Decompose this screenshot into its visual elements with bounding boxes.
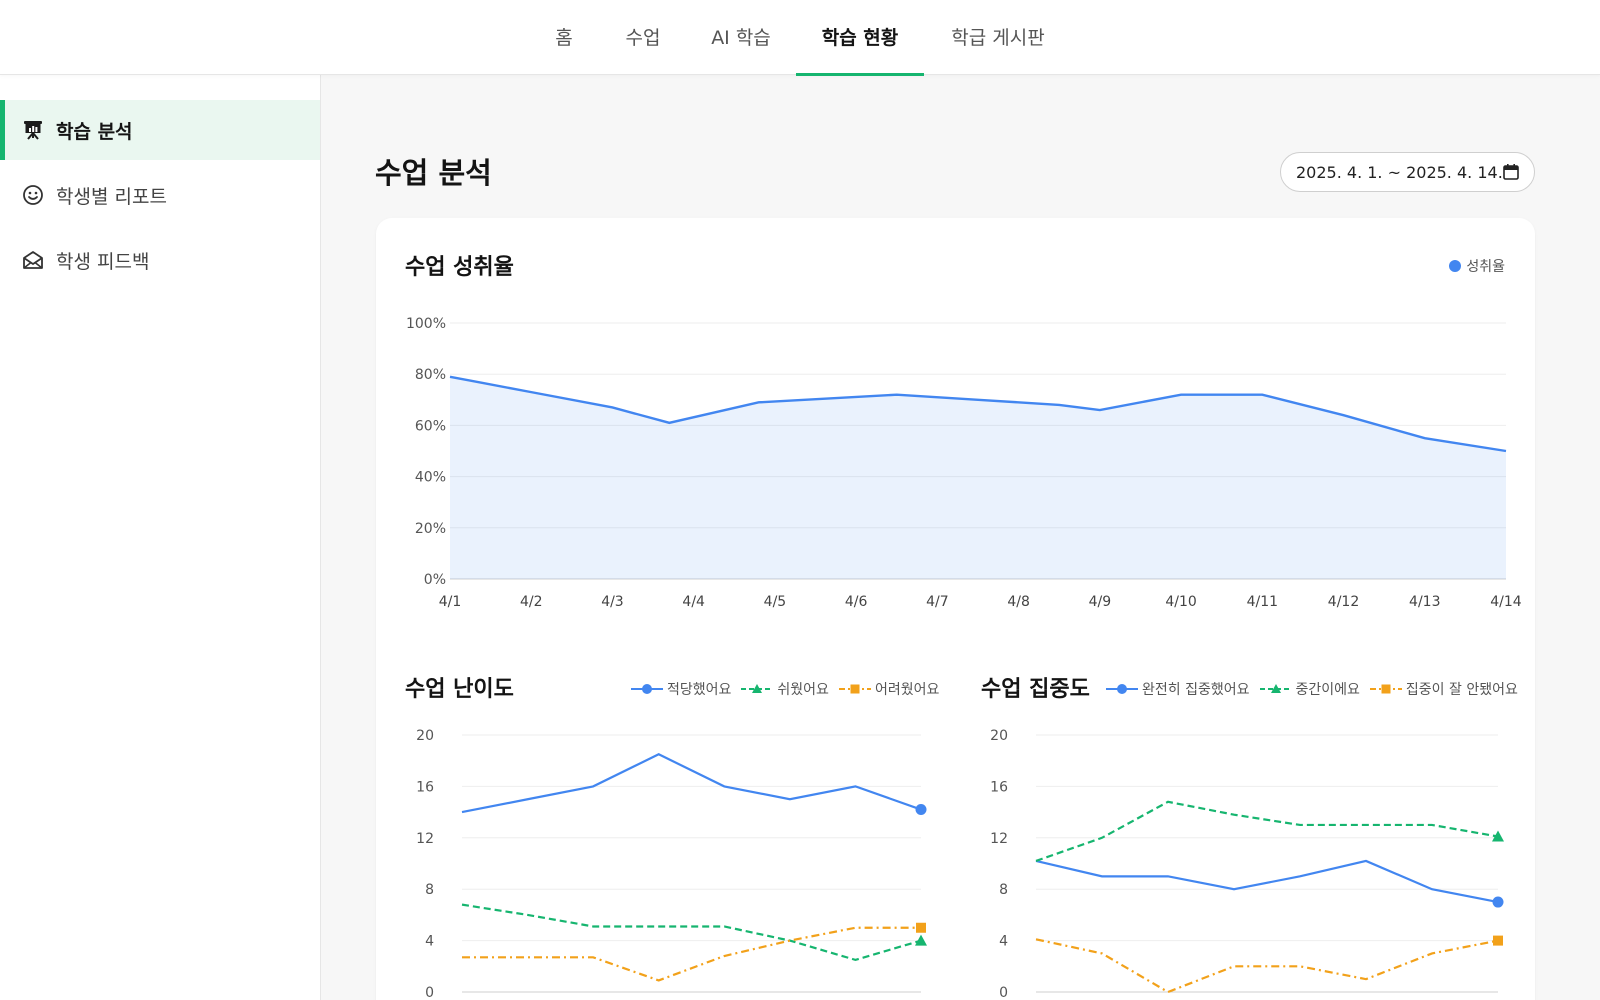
legend-item: 중간이에요 — [1259, 679, 1360, 699]
y-tick-label: 4 — [425, 934, 434, 950]
focus-chart-title: 수업 집중도 — [981, 677, 1090, 702]
date-range-picker[interactable]: 2025. 4. 1. ~ 2025. 4. 14. — [1280, 152, 1535, 192]
smiley-face-icon — [22, 184, 44, 206]
y-tick-label: 20 — [990, 728, 1008, 744]
y-tick-label: 0% — [424, 572, 446, 588]
x-tick-label: 4/11 — [1247, 594, 1278, 610]
sidebar-item-label: 학생별 리포트 — [56, 185, 167, 208]
sidebar-item-label: 학습 분석 — [56, 120, 133, 143]
legend-swatch — [838, 684, 871, 694]
achievement-area — [450, 376, 1506, 579]
legend-item: 완전히 집중했어요 — [1106, 679, 1250, 699]
tab-class[interactable]: 수업 — [625, 27, 661, 49]
calendar-icon[interactable] — [1502, 163, 1520, 181]
legend-item: 적당했어요 — [631, 679, 731, 699]
sidebar-item-student-feedback[interactable]: 학생 피드백 — [0, 230, 320, 290]
x-tick-label: 4/3 — [601, 594, 624, 610]
tab-ai-learning[interactable]: AI 학습 — [711, 27, 771, 49]
series-line — [1035, 800, 1499, 862]
x-tick-label: 4/7 — [926, 594, 949, 610]
legend-item: 성취율 — [1448, 256, 1505, 276]
legend-item: 쉬웠어요 — [741, 679, 829, 699]
presentation-chart-icon — [22, 119, 44, 141]
y-tick-label: 12 — [416, 831, 434, 847]
y-tick-label: 8 — [999, 882, 1008, 898]
x-tick-label: 4/14 — [1490, 594, 1522, 610]
tab-class-board[interactable]: 학급 게시판 — [951, 27, 1045, 49]
legend-swatch — [741, 684, 774, 693]
x-tick-label: 4/8 — [1007, 594, 1030, 610]
series-end-marker — [915, 934, 927, 946]
series-end-marker — [1492, 830, 1504, 842]
legend-label: 완전히 집중했어요 — [1142, 682, 1250, 698]
x-tick-label: 4/1 — [439, 594, 462, 610]
series-line — [461, 753, 922, 814]
x-tick-label: 4/9 — [1089, 594, 1112, 610]
legend-label: 쉬웠어요 — [777, 682, 829, 698]
achievement-line — [449, 375, 1507, 453]
series-end-marker — [1492, 896, 1504, 908]
y-tick-label: 4 — [999, 934, 1008, 950]
x-tick-label: 4/12 — [1328, 594, 1359, 610]
y-tick-label: 8 — [425, 882, 434, 898]
top-navigation: 홈 수업 AI 학습 학습 현황 학급 게시판 — [0, 0, 1600, 76]
series-end-marker — [915, 804, 927, 816]
tab-home[interactable]: 홈 — [555, 27, 573, 49]
series-line — [1035, 938, 1499, 994]
legend-swatch — [1106, 684, 1138, 694]
y-tick-label: 20% — [415, 521, 446, 537]
series-line — [461, 903, 922, 962]
difficulty-legend: 적당했어요 쉬웠어요 어려웠어요 — [621, 679, 939, 699]
legend-swatch — [1259, 684, 1292, 693]
legend-item: 집중이 잘 안됐어요 — [1369, 679, 1518, 699]
y-tick-label: 0 — [425, 985, 434, 1000]
y-tick-label: 16 — [416, 779, 434, 795]
achievement-legend: 성취율 — [1438, 256, 1505, 276]
legend-label: 집중이 잘 안됐어요 — [1405, 682, 1518, 698]
legend-label: 어려웠어요 — [874, 682, 940, 698]
achievement-chart-title: 수업 성취율 — [405, 255, 514, 280]
legend-label: 적당했어요 — [667, 682, 732, 698]
sidebar-item-learning-analysis[interactable]: 학습 분석 — [0, 100, 320, 160]
x-tick-label: 4/10 — [1165, 594, 1196, 610]
sidebar-item-label: 학생 피드백 — [56, 250, 150, 273]
y-tick-label: 20 — [416, 728, 434, 744]
analysis-card: 수업 성취율 성취율 수업 난이도 적당했어요 쉬웠어요 어려웠어요 수업 집중… — [376, 218, 1535, 1000]
y-tick-label: 40% — [415, 470, 446, 486]
legend-swatch — [631, 684, 663, 694]
focus-legend: 완전히 집중했어요 중간이에요 집중이 잘 안됐어요 — [1096, 679, 1518, 699]
legend-swatch — [1449, 260, 1462, 272]
date-range-value: 2025. 4. 1. ~ 2025. 4. 14. — [1296, 162, 1503, 182]
sidebar: 학습 분석 학생별 리포트 학생 피드백 — [0, 75, 321, 1000]
y-tick-label: 100% — [406, 316, 446, 332]
x-tick-label: 4/13 — [1409, 594, 1440, 610]
open-envelope-icon — [22, 249, 44, 271]
legend-label: 성취율 — [1466, 259, 1505, 275]
difficulty-chart-title: 수업 난이도 — [405, 677, 514, 702]
y-tick-label: 0 — [999, 985, 1008, 1000]
series-end-marker — [916, 922, 926, 933]
y-tick-label: 12 — [990, 831, 1008, 847]
y-tick-label: 80% — [415, 367, 446, 383]
y-tick-label: 16 — [990, 779, 1008, 795]
series-end-marker — [1493, 935, 1503, 946]
series-line — [462, 926, 921, 982]
x-tick-label: 4/6 — [845, 594, 868, 610]
x-tick-label: 4/4 — [682, 594, 705, 610]
legend-item: 어려웠어요 — [838, 679, 940, 699]
legend-swatch — [1369, 684, 1402, 694]
tab-learning-status[interactable]: 학습 현황 — [796, 0, 924, 76]
x-tick-label: 4/2 — [520, 594, 543, 610]
sidebar-item-student-report[interactable]: 학생별 리포트 — [0, 165, 320, 225]
x-tick-label: 4/5 — [764, 594, 787, 610]
series-line — [1035, 859, 1499, 904]
page-title: 수업 분석 — [375, 156, 492, 190]
legend-label: 중간이에요 — [1295, 682, 1360, 698]
y-tick-label: 60% — [415, 418, 446, 434]
charts-canvas: 0% 20% 40% 60% 80% 100% 4/1 4/2 4/3 4/4 4/5 4/6 4/7 4… — [406, 316, 1522, 1000]
